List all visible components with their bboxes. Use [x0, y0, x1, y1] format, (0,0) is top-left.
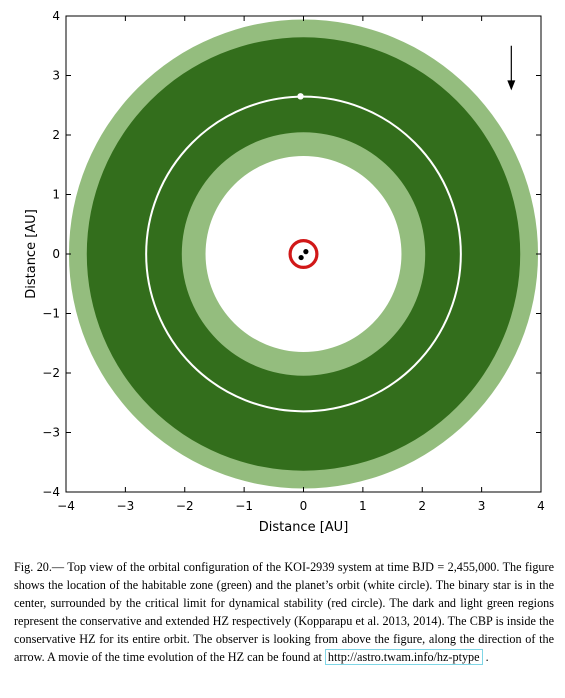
x-tick-label: 3: [478, 499, 486, 513]
y-tick-label: −2: [42, 366, 60, 380]
stability-limit-circle: [288, 238, 319, 270]
y-tick-label: 0: [52, 247, 60, 261]
axis-ticks: −4 −3 −2 −1 0 1 2 3 4 4 3 2 1 0 −1 −2 −3 −4: [42, 9, 545, 513]
y-tick-label: 3: [52, 69, 60, 83]
y-tick-label: −4: [42, 485, 60, 499]
hz-movie-link[interactable]: http://astro.twam.info/hz-ptype: [324, 649, 483, 665]
y-tick-label: 2: [52, 128, 60, 142]
x-tick-label: −1: [235, 499, 253, 513]
y-axis-label: Distance [AU]: [24, 209, 39, 299]
orbital-configuration-figure: −4 −3 −2 −1 0 1 2 3 4 4 3 2 1 0 −1 −2 −3 −4 Distance [AU]…: [24, 9, 545, 535]
planet-marker: [297, 93, 304, 100]
observer-arrow-head: [507, 80, 516, 91]
y-tick-label: 4: [52, 9, 60, 23]
star-2-marker: [303, 249, 309, 255]
x-tick-label: −4: [57, 499, 75, 513]
star-1-marker: [298, 254, 304, 261]
conservative-hz-region: [86, 37, 521, 471]
caption-end: .: [482, 650, 489, 664]
binary-star-layer: [288, 238, 319, 270]
figure-caption: Fig. 20.— Top view of the orbital config…: [14, 558, 554, 666]
x-tick-label: −2: [176, 499, 194, 513]
x-tick-label: 2: [418, 499, 426, 513]
hz-regions: [68, 19, 539, 489]
y-tick-label: −3: [42, 426, 60, 440]
caption-text: Fig. 20.— Top view of the orbital config…: [14, 560, 554, 664]
x-tick-label: −3: [117, 499, 135, 513]
x-tick-label: 1: [359, 499, 367, 513]
y-tick-label: 1: [52, 188, 60, 202]
x-tick-label: 0: [300, 499, 308, 513]
observer-arrow-layer: [507, 45, 516, 91]
orbit-layer: [145, 93, 462, 413]
x-axis-label: Distance [AU]: [259, 520, 349, 535]
x-tick-label: 4: [537, 499, 545, 513]
y-tick-label: −1: [42, 307, 60, 321]
